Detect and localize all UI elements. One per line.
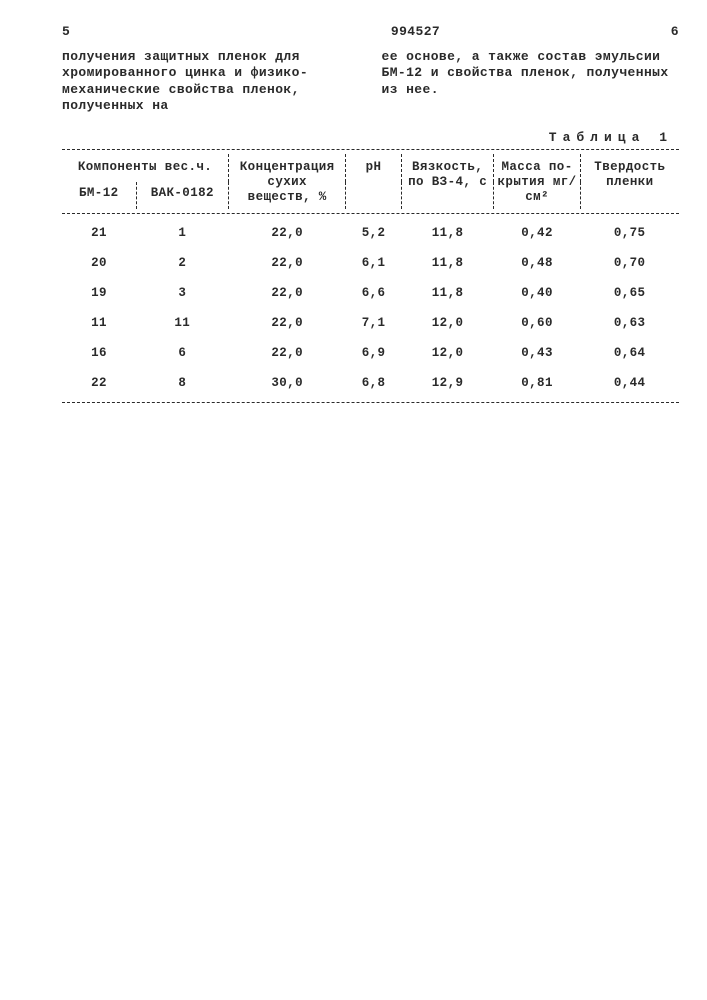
table-rule-top	[62, 149, 679, 150]
page: 5 994527 6 получения защитных пленок для…	[0, 0, 707, 1000]
table-row: 22 8 30,0 6,8 12,9 0,81 0,44	[62, 368, 679, 398]
cell: 0,40	[494, 278, 580, 308]
cell: 11,8	[401, 278, 494, 308]
cell: 6	[136, 338, 229, 368]
table-row: 20 2 22,0 6,1 11,8 0,48 0,70	[62, 248, 679, 278]
text-column-right: ее основе, а также состав эмульсии БМ-12…	[382, 49, 680, 114]
page-number-right: 6	[671, 24, 679, 39]
text-column-left: получения защитных пленок для хромирован…	[62, 49, 360, 114]
cell: 0,63	[580, 308, 679, 338]
cell: 11	[62, 308, 136, 338]
cell: 22,0	[229, 308, 346, 338]
table-row: 21 1 22,0 5,2 11,8 0,42 0,75	[62, 218, 679, 248]
cell: 2	[136, 248, 229, 278]
cell: 6,6	[346, 278, 402, 308]
table-head: Компоненты вес.ч. Концентрация сухих вещ…	[62, 154, 679, 209]
cell: 5,2	[346, 218, 402, 248]
data-table: Компоненты вес.ч. Концентрация сухих вещ…	[62, 154, 679, 209]
col-header-mass: Масса по-крытия мг/см²	[494, 154, 580, 209]
cell: 11,8	[401, 218, 494, 248]
col-header-viscosity: Вязкость, по ВЗ-4, с	[401, 154, 494, 209]
col-header-concentration: Концентрация сухих веществ, %	[229, 154, 346, 209]
data-table-body: 21 1 22,0 5,2 11,8 0,42 0,75 20 2 22,0 6…	[62, 218, 679, 398]
cell: 0,65	[580, 278, 679, 308]
cell: 6,1	[346, 248, 402, 278]
table-caption: Таблица 1	[62, 130, 679, 145]
document-number: 994527	[70, 24, 671, 39]
cell: 11,8	[401, 248, 494, 278]
cell: 22,0	[229, 248, 346, 278]
cell: 30,0	[229, 368, 346, 398]
table-rule-header	[62, 213, 679, 214]
cell: 19	[62, 278, 136, 308]
cell: 0,70	[580, 248, 679, 278]
top-row: 5 994527 6	[62, 24, 679, 39]
cell: 0,60	[494, 308, 580, 338]
cell: 16	[62, 338, 136, 368]
cell: 0,81	[494, 368, 580, 398]
cell: 11	[136, 308, 229, 338]
col-header-components: Компоненты вес.ч.	[62, 154, 229, 182]
cell: 12,0	[401, 338, 494, 368]
text-columns: получения защитных пленок для хромирован…	[62, 49, 679, 114]
table-row: 11 11 22,0 7,1 12,0 0,60 0,63	[62, 308, 679, 338]
cell: 6,9	[346, 338, 402, 368]
cell: 3	[136, 278, 229, 308]
cell: 12,0	[401, 308, 494, 338]
blank-scan-area	[62, 407, 679, 967]
cell: 21	[62, 218, 136, 248]
col-subheader-vak0182: ВАК-0182	[136, 182, 229, 210]
col-header-hardness: Твердость пленки	[580, 154, 679, 209]
cell: 0,75	[580, 218, 679, 248]
table-rule-bottom	[62, 402, 679, 403]
cell: 22,0	[229, 218, 346, 248]
cell: 0,48	[494, 248, 580, 278]
page-number-left: 5	[62, 24, 70, 39]
cell: 20	[62, 248, 136, 278]
cell: 22	[62, 368, 136, 398]
cell: 12,9	[401, 368, 494, 398]
cell: 8	[136, 368, 229, 398]
cell: 22,0	[229, 278, 346, 308]
cell: 6,8	[346, 368, 402, 398]
table-body: 21 1 22,0 5,2 11,8 0,42 0,75 20 2 22,0 6…	[62, 218, 679, 398]
table-row: 16 6 22,0 6,9 12,0 0,43 0,64	[62, 338, 679, 368]
col-header-ph: pH	[346, 154, 402, 209]
cell: 0,64	[580, 338, 679, 368]
col-subheader-bm12: БМ-12	[62, 182, 136, 210]
cell: 0,42	[494, 218, 580, 248]
cell: 1	[136, 218, 229, 248]
cell: 0,43	[494, 338, 580, 368]
cell: 0,44	[580, 368, 679, 398]
cell: 22,0	[229, 338, 346, 368]
cell: 7,1	[346, 308, 402, 338]
table-row: 19 3 22,0 6,6 11,8 0,40 0,65	[62, 278, 679, 308]
